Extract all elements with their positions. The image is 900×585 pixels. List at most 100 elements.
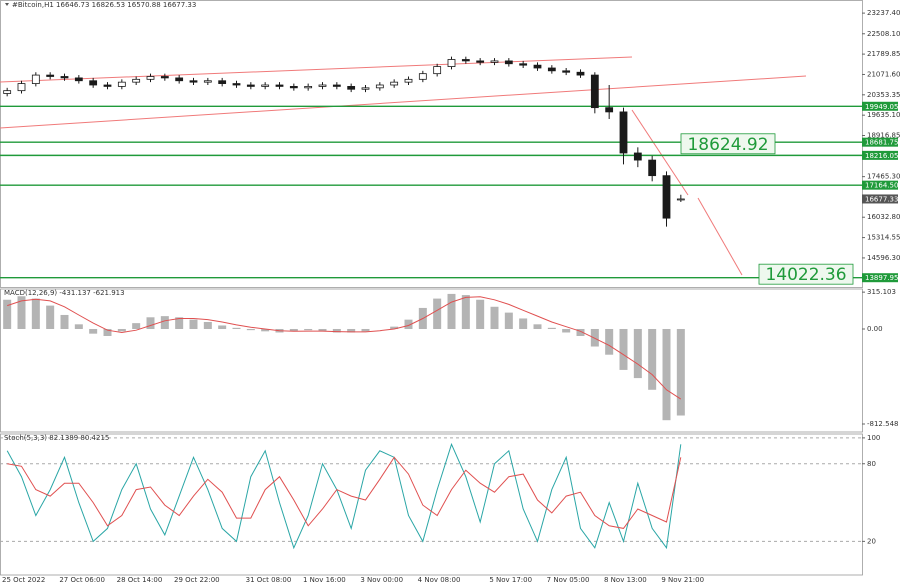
price-annotation: 18624.92: [687, 135, 768, 155]
candle-body: [461, 59, 470, 62]
y-tick-label: 16032.80: [867, 213, 900, 221]
candle-body: [117, 81, 126, 87]
candle-body: [547, 67, 556, 72]
price-title: #Bitcoin,H1 16646.73 16826.53 16570.88 1…: [12, 1, 196, 9]
candle-body: [332, 84, 341, 87]
candle-body: [261, 84, 270, 87]
level-label: 19949.05: [865, 103, 898, 111]
y-tick-label: 80: [867, 460, 876, 468]
macd-bar: [662, 328, 671, 421]
macd-bar: [504, 312, 513, 329]
candle-body: [490, 60, 499, 63]
candle-body: [89, 80, 98, 86]
candle-body: [74, 77, 83, 82]
y-tick-label: 21071.60: [867, 70, 900, 78]
candle-body: [189, 80, 198, 83]
stoch-main-line: [6, 442, 682, 550]
candle-body: [31, 74, 40, 84]
candle-body: [246, 84, 255, 87]
x-tick-label: 4 Nov 08:00: [418, 576, 461, 584]
candle-body: [3, 90, 12, 94]
stoch-signal-line: [7, 456, 682, 529]
macd-bar: [404, 319, 413, 329]
macd-bar: [60, 314, 69, 329]
macd-bar: [633, 328, 642, 379]
macd-bar: [103, 328, 112, 337]
candle-body: [132, 78, 141, 83]
y-tick-label: 14596.30: [867, 254, 900, 262]
y-tick-label: 21789.85: [867, 50, 900, 58]
level-label: 17164.50: [865, 182, 898, 190]
macd-bar: [146, 317, 155, 329]
candle-body: [347, 86, 356, 90]
trendlines: [0, 56, 807, 276]
candle-body: [232, 83, 241, 86]
macd-bar: [476, 299, 485, 329]
stoch-panel: [0, 433, 863, 576]
macd-bar: [547, 327, 556, 329]
candle-body: [590, 74, 599, 109]
macd-signal-line: [7, 296, 682, 400]
candle-body: [562, 70, 571, 73]
y-tick-label: 23237.40: [867, 9, 900, 17]
level-tag: [862, 180, 898, 190]
candle-body: [619, 111, 628, 154]
current-price-label: 16677.33: [865, 195, 898, 203]
y-tick-label: 19635.10: [867, 111, 900, 119]
macd-bar: [433, 298, 442, 329]
candle-body: [433, 66, 442, 75]
macd-bar: [232, 327, 241, 329]
candle-body: [361, 87, 370, 90]
candle-body: [17, 83, 26, 92]
candle-body: [218, 80, 227, 84]
candle-body: [175, 77, 184, 82]
candle-body: [476, 60, 485, 63]
y-tick-label: 20353.35: [867, 91, 900, 99]
x-tick-label: 31 Oct 08:00: [246, 576, 292, 584]
macd-bar: [246, 328, 255, 331]
x-tick-label: 28 Oct 14:00: [117, 576, 163, 584]
macd-bar: [289, 328, 298, 332]
downtrend-line: [631, 109, 689, 196]
macd-bar: [676, 328, 685, 416]
candle-body: [375, 84, 384, 89]
x-tick-label: 3 Nov 00:00: [360, 576, 403, 584]
candle-body: [146, 76, 155, 80]
candle-body: [289, 86, 298, 89]
y-tick-label: 18916.85: [867, 132, 900, 140]
macd-bar: [519, 318, 528, 329]
macd-panel: [0, 288, 863, 433]
level-label: 13897.95: [865, 274, 898, 282]
candle-body: [203, 80, 212, 83]
macd-bar: [347, 328, 356, 333]
candle-body: [605, 107, 614, 113]
macd-title: MACD(12,26,9) -431.137 -621.913: [4, 289, 125, 297]
macd-bar: [160, 316, 169, 329]
candle-body: [648, 159, 657, 177]
level-tag: [862, 137, 898, 147]
macd-bar: [31, 298, 40, 329]
macd-bar: [203, 321, 212, 329]
y-tick-label: -812.548: [867, 420, 898, 428]
candle-body: [304, 86, 313, 89]
candle-body: [504, 60, 513, 65]
macd-bar: [605, 328, 614, 355]
x-tick-label: 8 Nov 13:00: [604, 576, 647, 584]
macd-bar: [562, 328, 571, 333]
macd-bar: [490, 306, 499, 329]
macd-bar: [361, 328, 370, 332]
macd-bar: [304, 328, 313, 331]
level-tag: [862, 150, 898, 160]
macd-bar: [74, 324, 83, 329]
x-tick-label: 29 Oct 22:00: [174, 576, 220, 584]
macd-bar: [218, 325, 227, 329]
macd-bar: [533, 324, 542, 329]
candle-body: [418, 73, 427, 80]
x-tick-label: 5 Nov 17:00: [489, 576, 532, 584]
level-tag: [862, 273, 898, 283]
x-tick-label: 1 Nov 16:00: [303, 576, 346, 584]
menu-arrow[interactable]: [5, 3, 9, 6]
candle-body: [46, 74, 55, 77]
